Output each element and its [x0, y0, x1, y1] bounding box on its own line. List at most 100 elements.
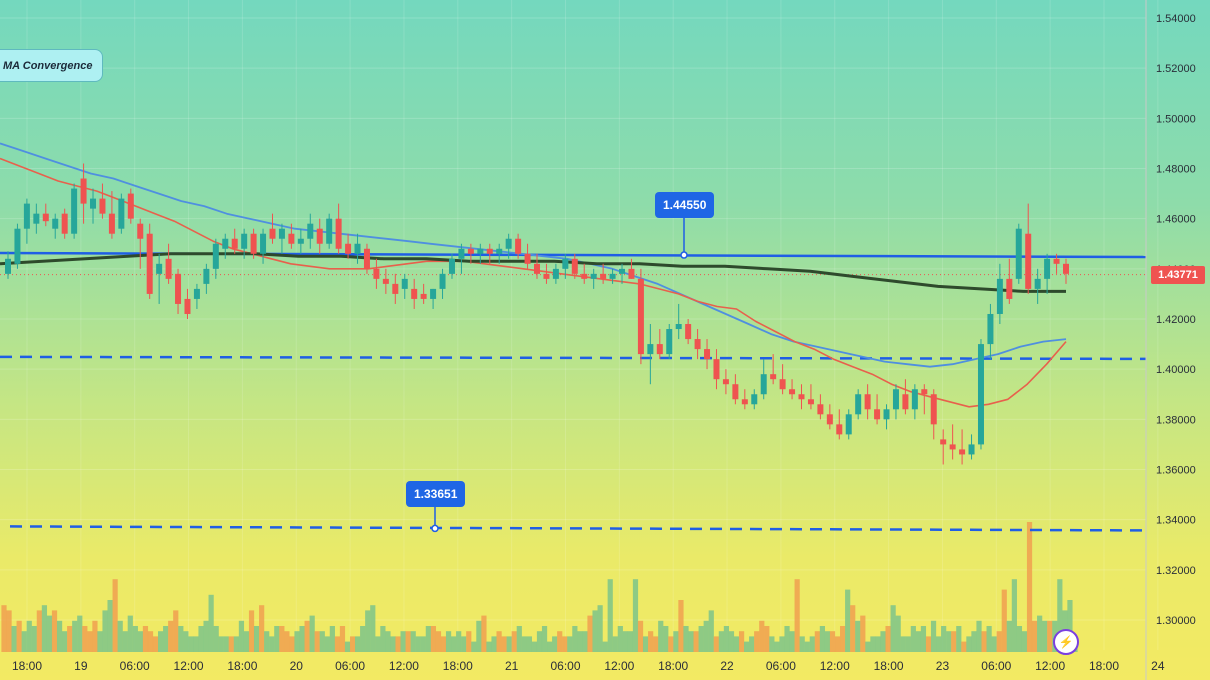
volume-bar: [248, 610, 255, 652]
volume-bar: [935, 636, 942, 652]
upper-level-anchor: [680, 251, 688, 259]
candle-body: [203, 268, 210, 284]
candle-body: [1044, 258, 1051, 279]
volume-bar: [541, 626, 548, 652]
volume-bar: [809, 636, 815, 652]
y-tick-label: 1.40000: [1156, 364, 1196, 376]
last-price-label: 1.43771: [1151, 266, 1205, 284]
lower-level-anchor: [431, 524, 439, 533]
volume-bar: [193, 636, 199, 652]
x-tick-label: 06:00: [335, 659, 365, 673]
volume-bar: [400, 631, 406, 652]
volume-bar: [723, 626, 730, 652]
volume-bar: [122, 631, 128, 652]
volume-bar: [496, 631, 502, 652]
volume-bar: [117, 620, 123, 652]
volume-bar: [521, 636, 527, 652]
volume-bar: [915, 631, 921, 652]
candle-body: [864, 394, 871, 410]
volume-bar: [476, 620, 482, 652]
volume-bar: [198, 626, 204, 652]
time-axis[interactable]: 18:00 19 06:00 12:00 18:00 20 06:00 12:00 18:00 2…: [12, 659, 1165, 673]
ema-mid-line: [0, 142, 1067, 368]
y-tick-label: 1.32000: [1156, 565, 1196, 577]
volume-bar: [683, 626, 689, 652]
candle-body: [789, 389, 796, 395]
candle-body: [326, 218, 333, 244]
volume-bar: [1021, 631, 1028, 652]
volume-bar: [304, 620, 310, 652]
candle-body: [751, 394, 758, 405]
volume-bar: [567, 636, 573, 652]
volume-bar: [930, 620, 937, 652]
x-tick-label: 12:00: [389, 659, 419, 673]
volume-bar: [653, 636, 659, 652]
volume-bar: [309, 615, 315, 652]
candle-body: [439, 273, 446, 289]
volume-bar: [708, 610, 714, 652]
volume-bar: [51, 610, 58, 652]
volume-bar: [360, 626, 366, 652]
candle-body: [137, 223, 144, 239]
volume-bar: [572, 626, 578, 652]
volume-bar: [1016, 626, 1023, 652]
indicator-legend-label[interactable]: MA Convergence: [0, 49, 104, 82]
volume-bar: [557, 631, 563, 652]
candle-body: [448, 258, 455, 274]
upper-level-price-label[interactable]: 1.44550: [655, 192, 715, 218]
volume-bar: [385, 631, 391, 652]
volume-bar: [946, 631, 952, 652]
volume-bar: [648, 631, 654, 652]
volume-bars: [1, 522, 1078, 652]
volume-bar: [617, 626, 623, 652]
volume-bar: [41, 605, 48, 652]
volume-bar: [698, 626, 704, 652]
candle-body: [1006, 278, 1013, 299]
volume-bar: [966, 636, 972, 652]
volume-bar: [769, 636, 775, 652]
candle-body: [968, 444, 975, 455]
volume-bar: [375, 636, 381, 652]
volume-bar: [506, 636, 512, 652]
x-tick-label: 19: [74, 659, 88, 673]
candle-body: [845, 414, 852, 435]
lower-level-price-label[interactable]: 1.33651: [406, 481, 466, 507]
volume-bar: [597, 605, 603, 652]
volume-bar: [526, 636, 532, 652]
volume-bar: [981, 631, 987, 652]
volume-bar: [6, 610, 12, 652]
lightning-bolt-icon[interactable]: ⚡: [1053, 629, 1079, 655]
volume-bar: [703, 620, 709, 652]
volume-bar: [77, 615, 83, 652]
price-axis[interactable]: 1.540001.520001.500001.480001.460001.440…: [1145, 0, 1196, 680]
volume-bar: [1042, 620, 1048, 652]
volume-bar: [466, 631, 472, 652]
volume-bar: [855, 620, 861, 652]
candle-body: [666, 329, 673, 355]
volume-bar: [890, 605, 896, 652]
candle-body: [949, 444, 956, 450]
volume-bar: [349, 636, 356, 652]
volume-bar: [445, 631, 452, 652]
volume-bar: [759, 620, 765, 652]
volume-bar: [486, 641, 492, 652]
volume-bar: [1026, 522, 1033, 652]
volume-bar: [339, 626, 346, 652]
volume-bar: [158, 631, 164, 652]
volume-bar: [693, 631, 699, 652]
candle-body: [590, 273, 597, 279]
candle-body: [609, 273, 616, 279]
candle-body: [382, 278, 389, 284]
volume-bar: [738, 631, 745, 652]
candle-body: [250, 233, 257, 254]
volume-bar: [137, 631, 144, 652]
volume-bar: [668, 636, 674, 652]
y-tick-label: 1.54000: [1156, 13, 1196, 25]
x-tick-label: 24: [1151, 659, 1165, 673]
volume-bar: [607, 579, 613, 652]
volume-bar: [622, 631, 628, 652]
volume-bar: [390, 636, 396, 652]
volume-bar: [142, 626, 149, 652]
volume-bar: [552, 636, 558, 652]
